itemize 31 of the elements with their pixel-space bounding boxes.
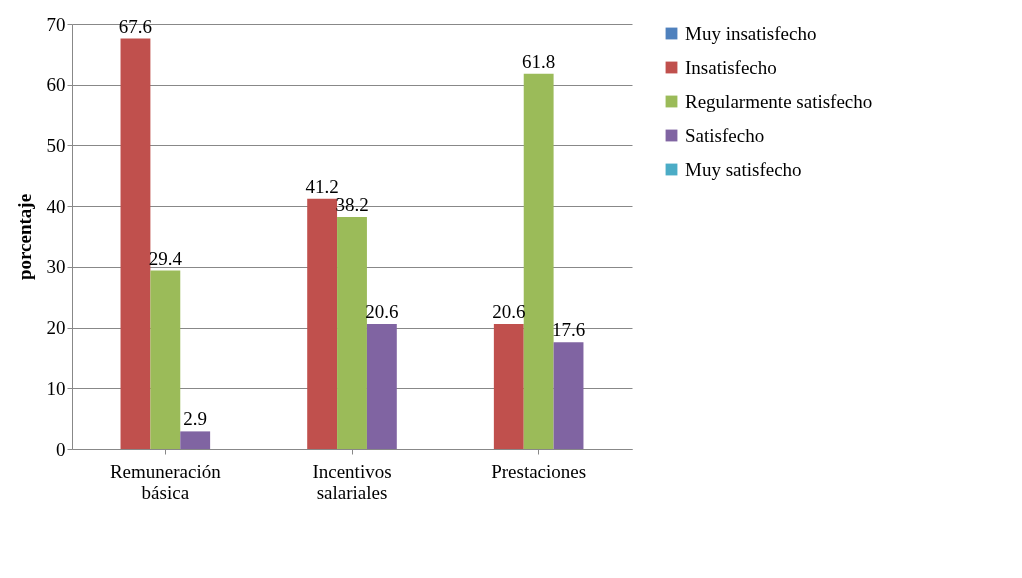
y-tick-label: 50	[46, 134, 66, 156]
y-axis-title: porcentaje	[13, 193, 35, 281]
x-tick-label: Incentivos salariales	[312, 460, 392, 503]
y-tick-label: 30	[46, 256, 66, 278]
data-label: 2.9	[183, 408, 208, 430]
data-label: 41.2	[305, 175, 339, 197]
bar	[493, 323, 524, 449]
legend-label: Regularmente satisfecho	[685, 90, 873, 112]
y-tick-label: 70	[46, 13, 66, 35]
legend-label: Insatisfecho	[685, 56, 777, 78]
bar	[553, 342, 584, 449]
y-tick-label: 20	[46, 317, 66, 339]
bar	[180, 431, 211, 449]
y-tick-label: 60	[46, 74, 66, 96]
legend-label: Muy insatisfecho	[685, 22, 817, 44]
data-label: 67.6	[118, 15, 153, 37]
bar	[307, 198, 338, 449]
x-tick-label: Remuneración básica	[109, 460, 222, 503]
bar	[523, 73, 554, 449]
y-tick-label: 10	[46, 377, 66, 399]
bar	[120, 38, 151, 449]
x-tick-label: Prestaciones	[491, 460, 587, 482]
bar	[337, 217, 367, 449]
legend-label: Muy satisfecho	[685, 158, 802, 180]
bar	[366, 323, 397, 449]
bar	[150, 270, 181, 449]
legend-label: Satisfecho	[685, 124, 765, 146]
y-tick-label: 40	[46, 195, 66, 217]
data-label: 17.6	[551, 319, 586, 341]
data-label: 61.8	[522, 50, 556, 72]
y-tick-label: 0	[56, 438, 66, 460]
